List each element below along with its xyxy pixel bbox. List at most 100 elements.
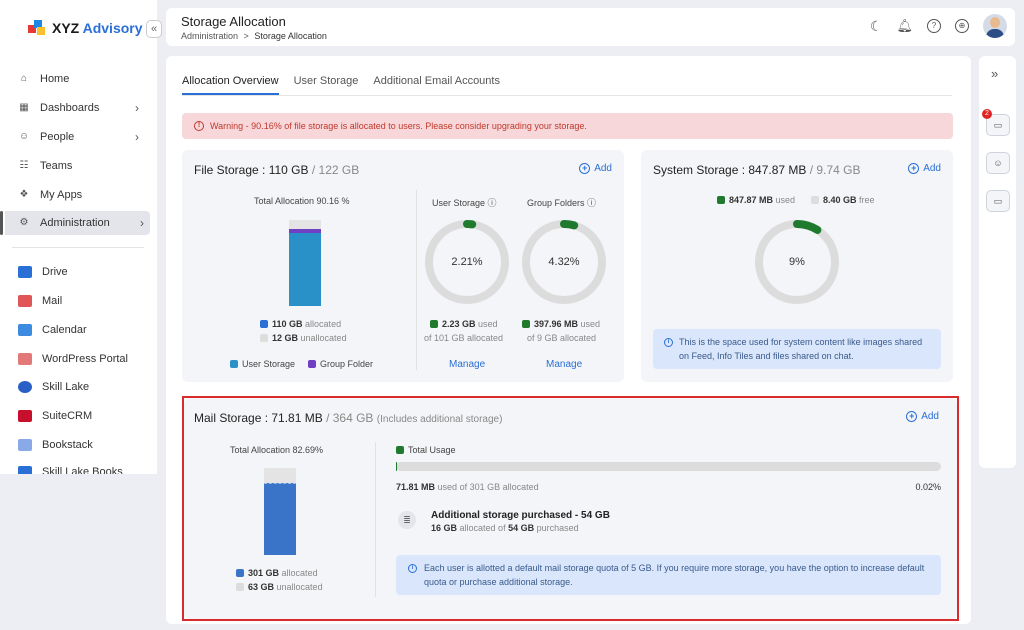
mail-usage-fill [396, 462, 397, 471]
sidebar-app-skill-lake-books[interactable]: Skill Lake Books [0, 462, 145, 474]
sidebar-item-teams[interactable]: ☷ Teams [0, 154, 145, 178]
mail-icon [18, 295, 32, 307]
skill-lake-books-icon [18, 466, 32, 474]
database-icon: ≣ [398, 511, 416, 529]
additional-storage-detail: 16 GB allocated of 54 GB purchased [431, 523, 579, 533]
chevron-right-icon: › [135, 130, 139, 144]
mail-usage-bar [396, 462, 941, 471]
sidebar-app-bookstack[interactable]: Bookstack [0, 433, 145, 457]
sidebar-app-drive[interactable]: Drive [0, 260, 145, 284]
brand-name-part1: XYZ [52, 20, 80, 36]
notification-bell-icon[interactable]: 🔔︎ [896, 18, 913, 33]
calendar-icon [18, 324, 32, 336]
chat-icon: ▭ [993, 120, 1003, 130]
mail-allocation-bar [264, 468, 296, 555]
chevron-right-icon: › [135, 101, 139, 115]
file-allocation-user-fill [289, 233, 321, 306]
sidebar-app-label: SuiteCRM [42, 410, 93, 422]
mail-storage-info: i Each user is allotted a default mail s… [396, 555, 941, 595]
mail-allocated-row: 301 GB allocated [236, 568, 318, 578]
double-chevron-left-icon: « [150, 23, 158, 35]
drive-icon [18, 266, 32, 278]
expand-panel-icon[interactable]: » [991, 66, 999, 81]
system-storage-percent: 9% [789, 256, 805, 268]
mail-card-divider [375, 442, 376, 597]
tab-allocation-overview[interactable]: Allocation Overview [182, 75, 279, 95]
sidebar-app-mail[interactable]: Mail [0, 289, 145, 313]
sidebar-app-wordpress-portal[interactable]: WordPress Portal [0, 347, 145, 371]
user-storage-percent: 2.21% [451, 256, 483, 268]
sidebar-item-label: Home [40, 73, 70, 85]
dark-mode-moon-icon[interactable]: ☾ [869, 17, 883, 34]
sidebar-item-people[interactable]: ☺ People › [0, 125, 145, 149]
group-folders-donut-arc [522, 220, 606, 304]
group-folders-percent: 4.32% [548, 256, 580, 268]
mail-allocation-fill [264, 483, 296, 555]
info-icon[interactable]: ⓘ [587, 198, 597, 208]
system-storage-card: System Storage : 847.87 MB / 9.74 GB + Ad… [641, 150, 953, 382]
system-used: 847.87 MB used [717, 195, 795, 205]
manage-group-folders-link[interactable]: Manage [546, 359, 583, 370]
sidebar: XYZ Advisory ⌂ Home ▦ Dashboards › ☺ People ›… [0, 0, 157, 474]
sidebar-item-home[interactable]: ⌂ Home [0, 67, 145, 91]
video-call-button[interactable]: ▭ [986, 190, 1010, 212]
system-storage-add-button[interactable]: + Add [908, 163, 941, 174]
file-storage-card: File Storage : 110 GB / 122 GB + Add Tota… [182, 150, 624, 382]
group-folders-of: of 9 GB allocated [527, 333, 597, 343]
globe-icon[interactable]: ⊕ [955, 19, 969, 33]
system-storage-info-text: This is the space used for system conten… [679, 337, 923, 361]
legend-user-storage: User Storage [230, 359, 295, 369]
mail-storage-card: Mail Storage : 71.81 MB / 364 GB (Includ… [184, 398, 957, 619]
collapse-sidebar-button[interactable]: « [146, 20, 162, 38]
sidebar-item-administration[interactable]: ⚙ Administration › [0, 211, 150, 235]
sidebar-item-label: Dashboards [40, 102, 100, 114]
user-storage-label: User Storage ⓘ [432, 198, 497, 208]
user-avatar[interactable] [983, 14, 1007, 38]
file-unallocated-row: 12 GB unallocated [260, 333, 347, 343]
brand-logo[interactable]: XYZ Advisory [28, 20, 143, 36]
chevron-right-icon: › [140, 216, 144, 230]
chat-button[interactable]: ▭ 2 [982, 109, 1010, 136]
contacts-button[interactable]: ☺ [986, 152, 1010, 174]
file-storage-title: File Storage : 110 GB / 122 GB [194, 163, 360, 177]
wordpress-portal-icon [18, 353, 32, 365]
sidebar-app-label: Bookstack [42, 439, 93, 451]
main-panel: Allocation Overview User Storage Additio… [166, 56, 971, 624]
info-icon[interactable]: ⓘ [487, 198, 497, 208]
mail-storage-highlight [182, 396, 959, 621]
brand-name-part2: Advisory [82, 20, 143, 36]
system-storage-info: i This is the space used for system cont… [653, 329, 941, 369]
group-folders-donut [522, 220, 606, 304]
help-icon[interactable]: ? [927, 19, 941, 33]
tab-user-storage[interactable]: User Storage [293, 75, 359, 87]
file-storage-add-button[interactable]: + Add [579, 163, 612, 174]
sidebar-app-suitecrm[interactable]: SuiteCRM [0, 404, 145, 428]
system-storage-donut [755, 220, 839, 304]
brand-logo-icon [28, 20, 45, 35]
tab-additional-email-accounts[interactable]: Additional Email Accounts [373, 75, 500, 87]
mail-total-allocation: Total Allocation 82.69% [230, 445, 324, 455]
contacts-icon: ☺ [993, 158, 1003, 168]
breadcrumb-separator-icon: > [243, 31, 249, 41]
sidebar-item-my-apps[interactable]: ❖ My Apps [0, 183, 145, 207]
settings-icon: ⚙ [19, 217, 29, 228]
video-icon: ▭ [993, 196, 1003, 206]
system-storage-donut-arc [755, 220, 839, 304]
breadcrumb-current: Storage Allocation [254, 31, 327, 41]
file-allocation-bar [289, 220, 321, 306]
breadcrumb-root[interactable]: Administration [181, 31, 239, 41]
user-storage-of: of 101 GB allocated [424, 333, 504, 343]
teams-icon: ☷ [19, 160, 29, 171]
sidebar-app-skill-lake[interactable]: Skill Lake [0, 375, 145, 399]
manage-user-storage-link[interactable]: Manage [449, 359, 486, 370]
people-icon: ☺ [18, 131, 30, 142]
file-card-divider [416, 190, 417, 370]
plus-icon: + [579, 163, 591, 174]
sidebar-app-label: Skill Lake [42, 381, 90, 393]
sidebar-item-label: Administration [40, 217, 110, 229]
mail-storage-add-button[interactable]: + Add [906, 411, 939, 422]
legend-group-folder: Group Folder [308, 359, 373, 369]
sidebar-app-calendar[interactable]: Calendar [0, 318, 145, 342]
mail-total-usage-legend: Total Usage [396, 445, 456, 455]
sidebar-item-dashboards[interactable]: ▦ Dashboards › [0, 96, 145, 120]
